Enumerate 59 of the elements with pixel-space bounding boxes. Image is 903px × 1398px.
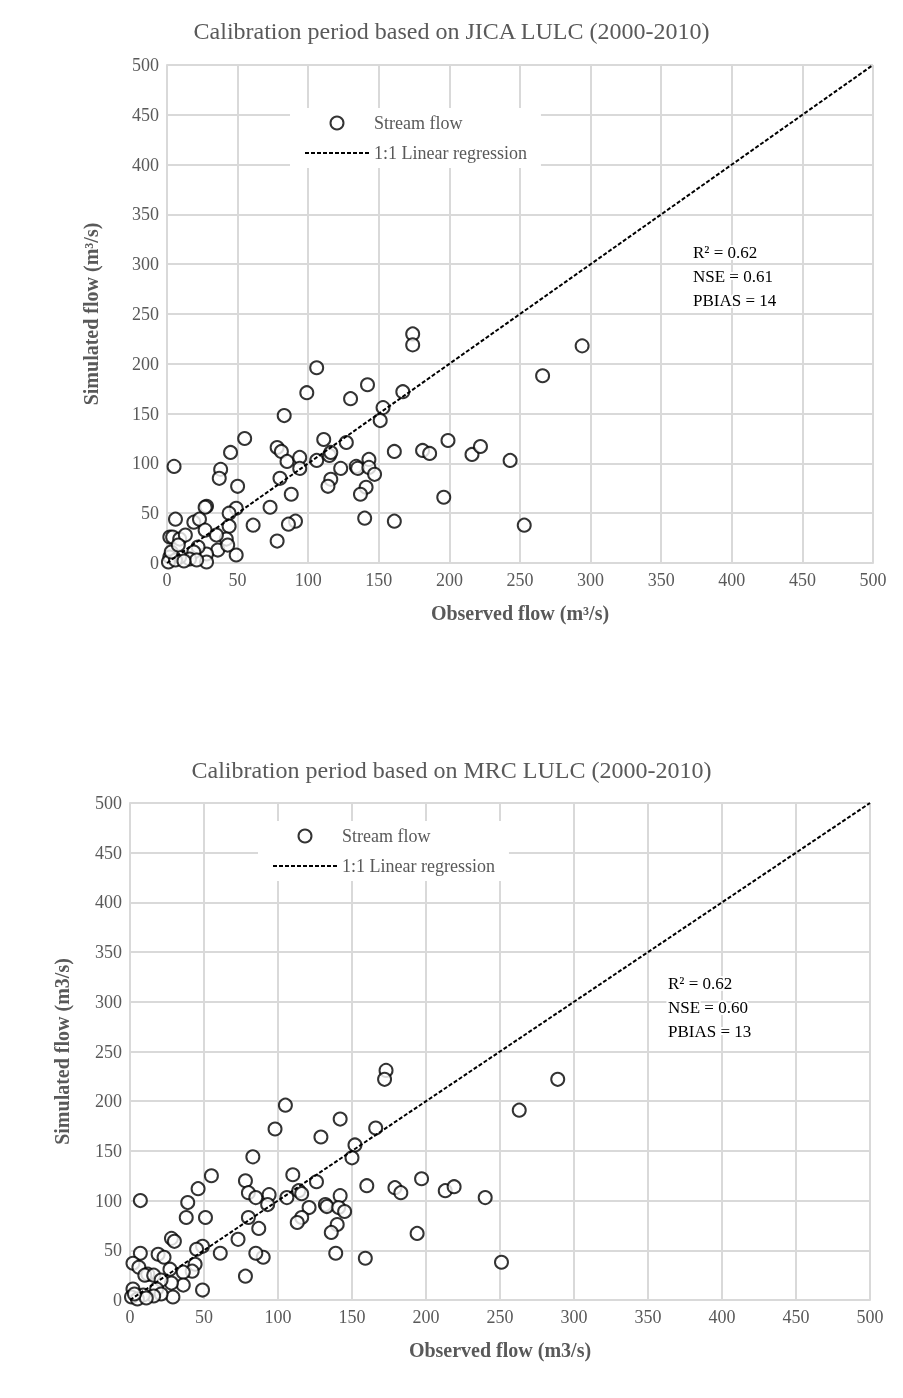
y-tick-label: 250: [132, 304, 159, 324]
x-tick-label: 300: [560, 1307, 588, 1327]
x-tick-label: 200: [435, 570, 463, 590]
annotation: NSE = 0.60: [668, 997, 748, 1017]
x-axis-title: Observed flow (m³/s): [430, 602, 610, 625]
y-tick-label: 350: [132, 204, 159, 225]
x-tick-label: 350: [634, 1307, 662, 1327]
y-tick-label: 500: [132, 55, 159, 75]
y-tick-label: 50: [104, 1240, 122, 1261]
y-tick-label: 500: [95, 793, 122, 813]
x-tick-label: 150: [338, 1307, 366, 1327]
y-tick-label: 100: [132, 453, 159, 474]
y-tick-label: 450: [132, 104, 159, 125]
y-tick-label: 150: [132, 403, 159, 424]
x-tick-label: 450: [788, 570, 816, 590]
x-tick-label: 500: [859, 570, 887, 590]
legend-label: 1:1 Linear regression: [374, 143, 527, 163]
y-tick-label: 100: [95, 1190, 122, 1211]
x-tick-label: 0: [162, 570, 172, 590]
x-tick-label: 100: [294, 570, 322, 590]
y-tick-label: 450: [95, 842, 122, 863]
x-tick-label: 100: [264, 1307, 292, 1327]
x-tick-label: 250: [506, 570, 534, 590]
x-tick-label: 250: [486, 1307, 514, 1327]
x-tick-label: 300: [577, 570, 605, 590]
x-tick-label: 400: [708, 1307, 736, 1327]
annotation: R² = 0.62: [668, 973, 733, 993]
y-tick-label: 0: [113, 1290, 122, 1310]
x-tick-label: 150: [365, 570, 393, 590]
y-tick-label: 250: [95, 1041, 122, 1062]
annotation: NSE = 0.61: [693, 266, 773, 286]
y-tick-label: 50: [141, 503, 159, 524]
y-tick-label: 300: [132, 254, 159, 275]
y-tick-label: 350: [95, 942, 122, 963]
annotation: PBIAS = 13: [668, 1021, 752, 1041]
x-tick-label: 50: [195, 1307, 213, 1327]
x-tick-label: 400: [718, 570, 746, 590]
y-tick-label: 400: [95, 892, 122, 913]
y-tick-label: 200: [132, 353, 159, 374]
x-tick-label: 500: [856, 1307, 884, 1327]
legend-label: Stream flow: [342, 826, 431, 846]
y-tick-label: 300: [95, 991, 122, 1012]
chart-title: Calibration period based on JICA LULC (2000-2010): [193, 18, 710, 44]
annotation: R² = 0.62: [693, 242, 758, 262]
legend-label: 1:1 Linear regression: [342, 856, 495, 876]
y-tick-label: 0: [150, 553, 159, 573]
y-tick-label: 400: [132, 154, 159, 175]
legend-label: Stream flow: [374, 113, 463, 133]
y-tick-label: 150: [95, 1140, 122, 1161]
chart-title: Calibration period based on MRC LULC (2000-2010): [191, 757, 712, 783]
x-tick-label: 450: [782, 1307, 810, 1327]
y-axis-title: Simulated flow (m³/s): [80, 222, 103, 406]
x-axis-title: Observed flow (m3/s): [408, 1339, 592, 1362]
y-tick-label: 200: [95, 1091, 122, 1112]
annotation: PBIAS = 14: [693, 290, 777, 310]
x-tick-label: 200: [412, 1307, 440, 1327]
x-tick-label: 50: [228, 570, 247, 590]
y-axis-title: Simulated flow (m3/s): [51, 958, 74, 1145]
x-tick-label: 350: [647, 570, 675, 590]
